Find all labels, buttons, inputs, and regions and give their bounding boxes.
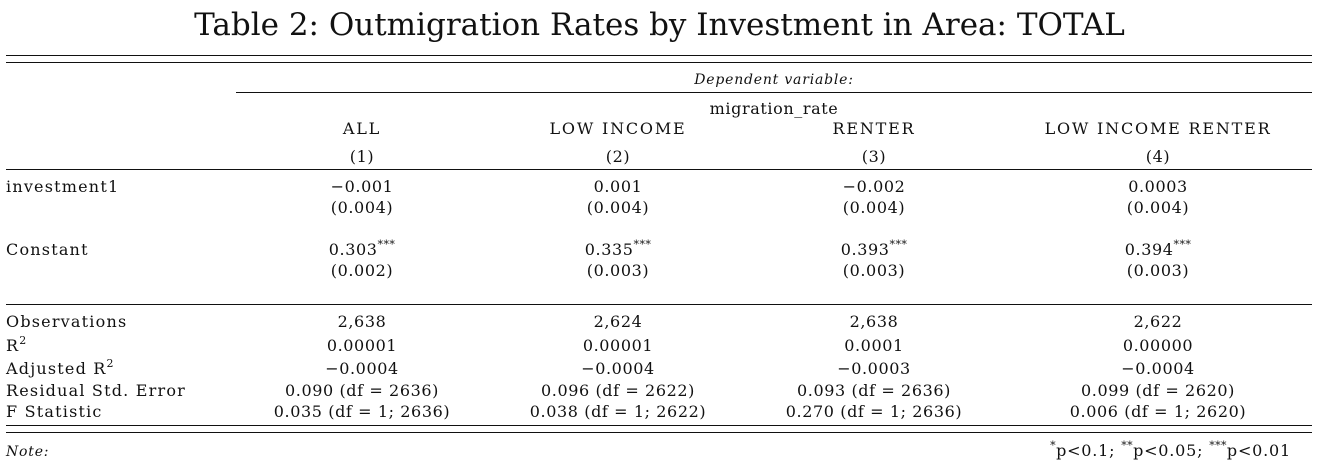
stat-value: 0.099 (df = 2620) <box>1080 381 1236 400</box>
stat-value: 2,622 <box>1133 312 1183 331</box>
stat-value: 2,624 <box>593 312 643 331</box>
bottom-rule-outer <box>6 432 1312 433</box>
coef-estimate: −0.001 <box>330 177 394 196</box>
column-number-2: (2) <box>605 147 631 166</box>
dependent-variable-rule <box>236 92 1312 93</box>
row-label-r-squared: R2 <box>6 334 27 355</box>
stat-value: 0.0001 <box>844 336 904 355</box>
coef-std-error: (0.004) <box>1126 198 1190 217</box>
coef-std-error: (0.004) <box>586 198 650 217</box>
stat-value: 2,638 <box>337 312 387 331</box>
dependent-variable-label: Dependent variable: <box>694 72 854 88</box>
stat-value: 0.038 (df = 1; 2622) <box>529 402 707 421</box>
stat-value: 0.00001 <box>582 336 654 355</box>
row-label-f-statistic: F Statistic <box>6 402 103 421</box>
top-rule-outer <box>6 55 1312 56</box>
coef-std-error: (0.003) <box>586 261 650 280</box>
coef-std-error: (0.002) <box>330 261 394 280</box>
coef-estimate: 0.393*** <box>840 238 908 259</box>
stat-value: −0.0004 <box>1121 359 1195 378</box>
stat-value: 0.090 (df = 2636) <box>284 381 440 400</box>
row-label-investment1: investment1 <box>6 177 120 196</box>
stat-value: 0.093 (df = 2636) <box>796 381 952 400</box>
coef-std-error: (0.003) <box>1126 261 1190 280</box>
coef-estimate: 0.335*** <box>584 238 652 259</box>
stat-value: 0.00001 <box>326 336 398 355</box>
stat-value: 0.270 (df = 1; 2636) <box>785 402 963 421</box>
column-number-4: (4) <box>1145 147 1171 166</box>
stat-value: −0.0004 <box>581 359 655 378</box>
coef-std-error: (0.004) <box>842 198 906 217</box>
column-number-1: (1) <box>349 147 375 166</box>
column-header-1: ALL <box>342 119 382 138</box>
coef-estimate: 0.303*** <box>328 238 396 259</box>
coef-std-error: (0.004) <box>330 198 394 217</box>
stat-value: 0.096 (df = 2622) <box>540 381 696 400</box>
row-label-residual-std-error: Residual Std. Error <box>6 381 186 400</box>
coef-estimate: 0.394*** <box>1124 238 1192 259</box>
stat-value: 0.006 (df = 1; 2620) <box>1069 402 1247 421</box>
column-header-3: RENTER <box>832 119 916 138</box>
stat-value: 2,638 <box>849 312 899 331</box>
header-bottom-rule <box>6 169 1312 170</box>
column-header-2: LOW INCOME <box>549 119 687 138</box>
row-label-observations: Observations <box>6 312 128 331</box>
coef-estimate: −0.002 <box>842 177 906 196</box>
stat-value: 0.035 (df = 1; 2636) <box>273 402 451 421</box>
stat-value: −0.0004 <box>325 359 399 378</box>
page-title: Table 2: Outmigration Rates by Investmen… <box>194 7 1125 43</box>
stats-top-rule <box>6 304 1312 305</box>
dependent-variable-name: migration_rate <box>709 99 839 118</box>
coef-estimate: 0.0003 <box>1128 177 1188 196</box>
coef-estimate: 0.001 <box>593 177 643 196</box>
row-label-adjusted-r-squared: Adjusted R2 <box>6 357 114 378</box>
row-label-constant: Constant <box>6 240 89 259</box>
column-number-3: (3) <box>861 147 887 166</box>
stat-value: 0.00000 <box>1122 336 1194 355</box>
top-rule-inner <box>6 62 1312 63</box>
note-label: Note: <box>6 444 50 460</box>
significance-note: *p<0.1; **p<0.05; ***p<0.01 <box>1050 439 1291 460</box>
bottom-rule-inner <box>6 425 1312 426</box>
coef-std-error: (0.003) <box>842 261 906 280</box>
column-header-4: LOW INCOME RENTER <box>1044 119 1272 138</box>
stat-value: −0.0003 <box>837 359 911 378</box>
